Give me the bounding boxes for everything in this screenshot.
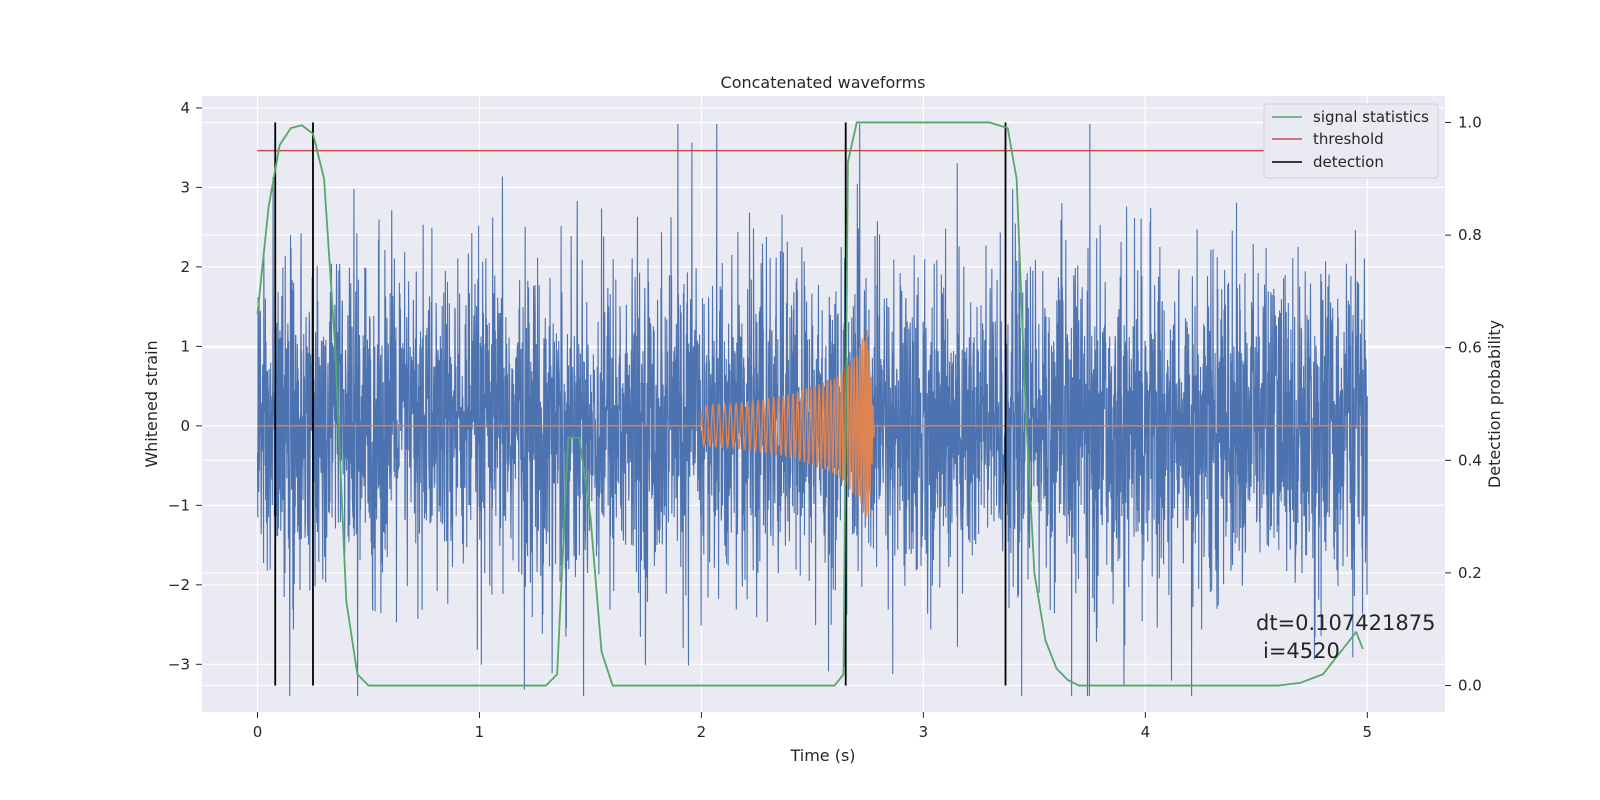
y-tick-label: −2 (168, 576, 190, 594)
legend-label-detection: detection (1313, 153, 1384, 171)
y2-tick-label: 0.0 (1458, 677, 1482, 695)
y-tick-label: 4 (180, 99, 190, 117)
injection-line (257, 329, 1368, 519)
x-axis-label: Time (s) (789, 746, 855, 765)
y2-tick-label: 0.4 (1458, 451, 1482, 469)
strain-line (256, 123, 1368, 697)
ticks-layer: 0 1 2 3 4 5 −3 −2 −1 0 1 2 3 4 0.0 0.2 0.4 0.6 0.8 1.0 (168, 99, 1482, 741)
x-tick-label: 1 (475, 723, 485, 741)
y-tick-label: 3 (180, 178, 190, 196)
x-tick-label: 2 (697, 723, 707, 741)
annotation-i: i=4520 (1263, 639, 1340, 663)
annotation-dt: dt=0.107421875 (1256, 611, 1435, 635)
y2-tick-label: 0.6 (1458, 339, 1482, 357)
x-tick-label: 0 (253, 723, 263, 741)
y-tick-label: −3 (168, 655, 190, 673)
legend-label-threshold: threshold (1313, 130, 1384, 148)
legend: signal statistics threshold detection (1263, 103, 1439, 179)
y2-axis-label: Detection probability (1485, 320, 1504, 488)
x-tick-label: 5 (1363, 723, 1373, 741)
y2-tick-label: 0.8 (1458, 226, 1482, 244)
y2-tick-label: 1.0 (1458, 113, 1482, 131)
legend-box (1263, 103, 1439, 179)
y2-tick-label: 0.2 (1458, 564, 1482, 582)
signal-statistics-line (256, 121, 1364, 687)
chart-title: Concatenated waveforms (721, 73, 926, 92)
x-tick-label: 4 (1141, 723, 1151, 741)
y-tick-label: −1 (168, 496, 190, 514)
y-tick-label: 1 (180, 337, 190, 355)
y-axis-label: Whitened strain (142, 340, 161, 467)
series-layer (256, 121, 1368, 697)
y-tick-label: 2 (180, 258, 190, 276)
y-tick-label: 0 (180, 417, 190, 435)
x-tick-label: 3 (919, 723, 929, 741)
legend-label-signal-statistics: signal statistics (1313, 108, 1429, 126)
